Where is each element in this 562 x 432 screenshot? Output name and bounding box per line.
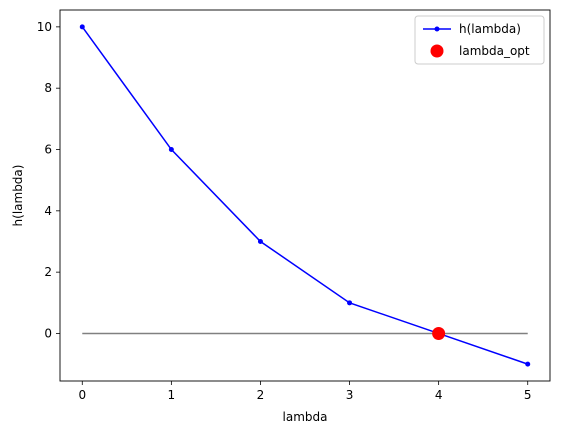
data-point-0-2 bbox=[257, 238, 263, 244]
x-tick-label-4: 4 bbox=[435, 388, 443, 402]
plot-frame bbox=[59, 9, 551, 382]
y-tick-label-5: 10 bbox=[37, 20, 52, 34]
legend-label-0: h(lambda) bbox=[459, 22, 521, 36]
series-line-0 bbox=[81, 26, 528, 365]
y-tick-label-4: 8 bbox=[44, 81, 52, 95]
x-tick-label-0: 0 bbox=[78, 388, 86, 402]
legend-box bbox=[414, 15, 545, 65]
data-point-0-5 bbox=[525, 361, 531, 367]
series-layer bbox=[79, 24, 531, 367]
plot-area bbox=[59, 9, 551, 382]
legend: h(lambda) lambda_opt bbox=[414, 15, 545, 65]
optimum-point-0 bbox=[432, 326, 446, 340]
legend-marker-1 bbox=[430, 44, 444, 58]
y-axis-label: h(lambda) bbox=[11, 165, 25, 227]
x-tick-label-2: 2 bbox=[257, 388, 265, 402]
legend-label-1: lambda_opt bbox=[459, 44, 530, 58]
x-tick-label-1: 1 bbox=[168, 388, 176, 402]
x-axis-label: lambda bbox=[283, 410, 328, 424]
legend-marker-0 bbox=[434, 26, 440, 32]
y-axis: 0 2 4 6 8 10 bbox=[37, 20, 60, 340]
y-tick-label-3: 6 bbox=[44, 143, 52, 157]
data-point-0-3 bbox=[347, 300, 353, 306]
x-tick-label-3: 3 bbox=[346, 388, 354, 402]
data-point-0-1 bbox=[168, 147, 174, 153]
x-axis: 0 1 2 3 4 5 bbox=[78, 381, 532, 402]
y-tick-label-2: 4 bbox=[44, 204, 52, 218]
y-tick-label-1: 2 bbox=[44, 265, 52, 279]
y-tick-label-0: 0 bbox=[44, 326, 52, 340]
data-point-0-0 bbox=[79, 24, 85, 30]
x-tick-label-5: 5 bbox=[524, 388, 532, 402]
